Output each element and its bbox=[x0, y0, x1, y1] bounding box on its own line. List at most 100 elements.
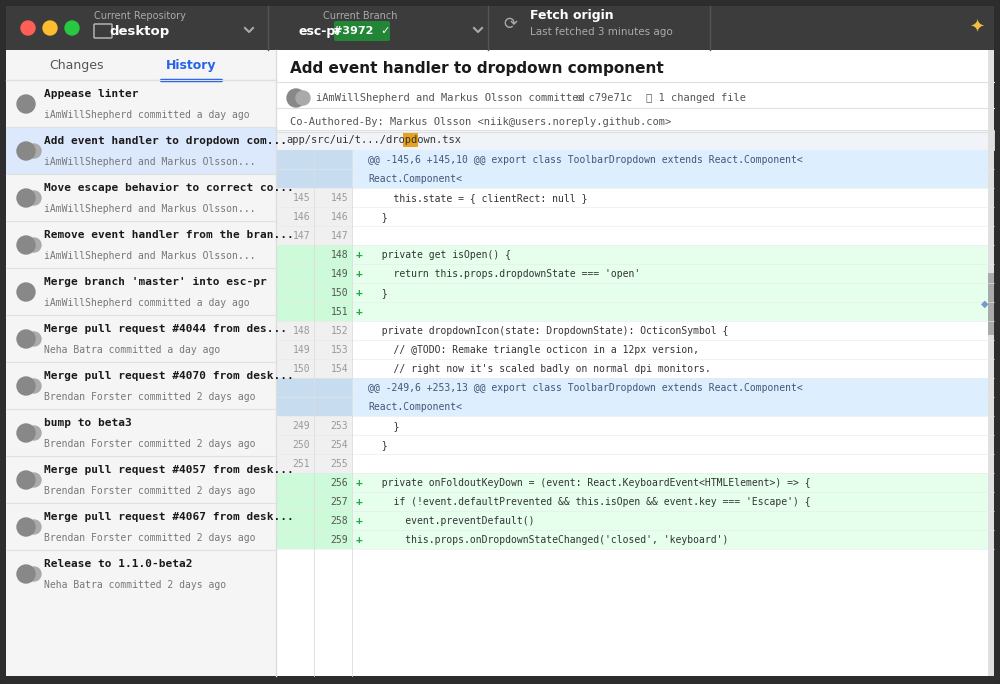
Text: ✦: ✦ bbox=[969, 19, 985, 37]
Bar bbox=[6, 50, 276, 80]
Text: React.Component<: React.Component< bbox=[368, 402, 462, 412]
Text: Brendan Forster committed 2 days ago: Brendan Forster committed 2 days ago bbox=[44, 439, 256, 449]
Bar bbox=[6, 503, 276, 550]
Circle shape bbox=[65, 21, 79, 35]
Bar bbox=[276, 397, 352, 416]
Bar bbox=[6, 550, 276, 597]
Bar bbox=[314, 492, 352, 511]
Text: +: + bbox=[356, 478, 363, 488]
FancyBboxPatch shape bbox=[403, 132, 418, 147]
Bar bbox=[314, 416, 352, 435]
Text: 154: 154 bbox=[330, 364, 348, 374]
Text: Current Repository: Current Repository bbox=[94, 11, 186, 21]
Text: @@ -145,6 +145,10 @@ export class ToolbarDropdown extends React.Component<: @@ -145,6 +145,10 @@ export class Toolba… bbox=[368, 155, 803, 165]
Text: iAmWillShepherd and Markus Olsson...: iAmWillShepherd and Markus Olsson... bbox=[44, 157, 256, 167]
Text: +: + bbox=[356, 269, 363, 279]
Bar bbox=[276, 264, 994, 283]
Text: @@ -249,6 +253,13 @@ export class ToolbarDropdown extends React.Component<: @@ -249,6 +253,13 @@ export class Toolba… bbox=[368, 383, 803, 393]
Text: bump to beta3: bump to beta3 bbox=[44, 418, 132, 428]
Text: Fetch origin: Fetch origin bbox=[530, 10, 614, 23]
Circle shape bbox=[27, 379, 41, 393]
Text: Merge branch 'master' into esc-pr: Merge branch 'master' into esc-pr bbox=[44, 277, 267, 287]
Text: 146: 146 bbox=[330, 212, 348, 222]
Circle shape bbox=[27, 332, 41, 346]
Text: }: } bbox=[370, 288, 388, 298]
FancyBboxPatch shape bbox=[988, 273, 994, 335]
Text: ◆: ◆ bbox=[981, 299, 989, 309]
Text: 145: 145 bbox=[330, 193, 348, 203]
Bar bbox=[276, 188, 994, 207]
Circle shape bbox=[17, 95, 35, 113]
Text: 250: 250 bbox=[292, 440, 310, 450]
Text: +: + bbox=[356, 535, 363, 545]
Circle shape bbox=[21, 21, 35, 35]
Text: Brendan Forster committed 2 days ago: Brendan Forster committed 2 days ago bbox=[44, 486, 256, 496]
Text: +: + bbox=[356, 250, 363, 260]
Text: Brendan Forster committed 2 days ago: Brendan Forster committed 2 days ago bbox=[44, 533, 256, 543]
Bar bbox=[314, 264, 352, 283]
Bar bbox=[314, 283, 352, 302]
Text: }: } bbox=[370, 212, 388, 222]
Text: Remove event handler from the bran...: Remove event handler from the bran... bbox=[44, 230, 294, 240]
Bar bbox=[314, 245, 352, 264]
Text: 150: 150 bbox=[330, 288, 348, 298]
Circle shape bbox=[27, 473, 41, 487]
Bar bbox=[276, 378, 994, 397]
Bar bbox=[276, 302, 994, 321]
Circle shape bbox=[17, 377, 35, 395]
Text: 146: 146 bbox=[292, 212, 310, 222]
Text: app/src/ui/t.../dropdown.tsx: app/src/ui/t.../dropdown.tsx bbox=[286, 135, 461, 145]
Text: // @TODO: Remake triangle octicon in a 12px version,: // @TODO: Remake triangle octicon in a 1… bbox=[370, 345, 699, 355]
Bar bbox=[6, 80, 276, 127]
Bar bbox=[276, 207, 994, 226]
Bar bbox=[314, 454, 352, 473]
Bar bbox=[6, 50, 276, 676]
Bar bbox=[6, 268, 276, 315]
Text: Appease linter: Appease linter bbox=[44, 89, 138, 99]
Text: Move escape behavior to correct co...: Move escape behavior to correct co... bbox=[44, 183, 294, 193]
Text: React.Component<: React.Component< bbox=[368, 174, 462, 184]
Bar bbox=[6, 6, 994, 50]
Circle shape bbox=[287, 89, 305, 107]
Text: Current Branch: Current Branch bbox=[323, 11, 397, 21]
Bar bbox=[276, 473, 314, 492]
Bar bbox=[6, 174, 276, 221]
Text: this.props.onDropdownStateChanged('closed', 'keyboard'): this.props.onDropdownStateChanged('close… bbox=[370, 535, 728, 545]
Text: }: } bbox=[370, 421, 399, 431]
Text: }: } bbox=[370, 440, 388, 450]
Bar bbox=[276, 264, 314, 283]
Bar bbox=[314, 530, 352, 549]
Bar bbox=[276, 492, 994, 511]
Bar bbox=[276, 283, 314, 302]
Circle shape bbox=[17, 565, 35, 583]
Bar bbox=[276, 492, 314, 511]
Bar bbox=[6, 127, 276, 174]
Text: iAmWillShepherd and Markus Olsson committed: iAmWillShepherd and Markus Olsson commit… bbox=[316, 93, 585, 103]
Text: 152: 152 bbox=[330, 326, 348, 336]
Text: iAmWillShepherd committed a day ago: iAmWillShepherd committed a day ago bbox=[44, 298, 250, 308]
Circle shape bbox=[43, 21, 57, 35]
Bar bbox=[276, 245, 994, 264]
Circle shape bbox=[296, 91, 310, 105]
Text: ⊙ c79e71c: ⊙ c79e71c bbox=[576, 93, 632, 103]
Text: Brendan Forster committed 2 days ago: Brendan Forster committed 2 days ago bbox=[44, 392, 256, 402]
Bar bbox=[6, 315, 276, 362]
Text: // right now it's scaled badly on normal dpi monitors.: // right now it's scaled badly on normal… bbox=[370, 364, 711, 374]
Bar bbox=[276, 359, 314, 378]
Text: this.state = { clientRect: null }: this.state = { clientRect: null } bbox=[370, 193, 587, 203]
Text: return this.props.dropdownState === 'open': return this.props.dropdownState === 'ope… bbox=[370, 269, 640, 279]
Text: History: History bbox=[166, 59, 216, 72]
Bar bbox=[314, 188, 352, 207]
Text: 257: 257 bbox=[330, 497, 348, 507]
Bar bbox=[6, 221, 276, 268]
Bar bbox=[276, 530, 994, 549]
Bar bbox=[276, 340, 994, 359]
Circle shape bbox=[17, 189, 35, 207]
Text: Neha Batra committed a day ago: Neha Batra committed a day ago bbox=[44, 345, 220, 355]
Text: 254: 254 bbox=[330, 440, 348, 450]
Bar bbox=[276, 511, 994, 530]
Circle shape bbox=[27, 426, 41, 440]
Bar bbox=[276, 435, 314, 454]
Text: Add event handler to dropdown com...: Add event handler to dropdown com... bbox=[44, 136, 287, 146]
Bar bbox=[276, 245, 314, 264]
